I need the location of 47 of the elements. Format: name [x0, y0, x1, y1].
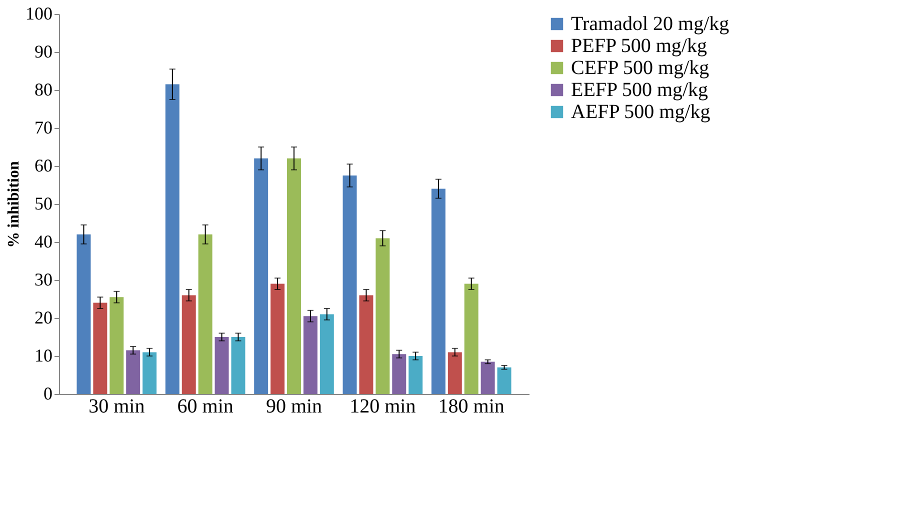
bar [165, 84, 180, 394]
bar [231, 337, 246, 394]
y-tick-label: 10 [34, 346, 52, 366]
x-tick-label: 120 min [350, 396, 416, 418]
bar [359, 295, 374, 394]
bar [76, 234, 91, 394]
bar [376, 238, 390, 394]
bar [408, 356, 423, 394]
x-tick-label: 30 min [88, 396, 145, 418]
bar [126, 350, 140, 394]
bar [182, 295, 196, 394]
bar [480, 362, 495, 394]
y-tick-label: 80 [34, 80, 52, 100]
bar [110, 297, 124, 394]
bar [214, 337, 229, 394]
y-tick-label: 70 [34, 118, 52, 138]
y-tick-label: 40 [34, 232, 52, 252]
bar [448, 352, 462, 394]
bar [93, 302, 108, 394]
x-tick-label: 60 min [177, 396, 234, 418]
y-tick-label: 0 [44, 384, 52, 404]
bar [320, 314, 334, 394]
bar [464, 284, 478, 394]
bar [431, 188, 446, 394]
bar [342, 176, 357, 394]
bar [287, 158, 301, 394]
bar [497, 367, 512, 394]
legend-label: PEFP 500 mg/kg [571, 35, 707, 57]
x-tick-label: 90 min [266, 396, 322, 418]
y-tick-label: 100 [26, 4, 52, 24]
y-tick-label: 30 [34, 270, 52, 290]
y-tick-label: 60 [34, 156, 52, 176]
bar [142, 352, 157, 394]
bar [392, 354, 406, 394]
legend-label: CEFP 500 mg/kg [571, 57, 710, 79]
x-tick-label: 180 min [438, 396, 504, 418]
bar [198, 234, 212, 394]
bar [303, 316, 318, 394]
legend-label: AEFP 500 mg/kg [571, 101, 710, 123]
y-tick-label: 90 [34, 42, 52, 62]
legend-label: EEFP 500 mg/kg [571, 79, 708, 101]
y-tick-label: 50 [34, 194, 52, 214]
bar [270, 284, 285, 394]
legend-label: Tramadol 20 mg/kg [571, 13, 730, 35]
y-tick-label: 20 [34, 308, 52, 328]
bar [254, 158, 268, 394]
y-axis-title: % inhibition [6, 161, 22, 248]
